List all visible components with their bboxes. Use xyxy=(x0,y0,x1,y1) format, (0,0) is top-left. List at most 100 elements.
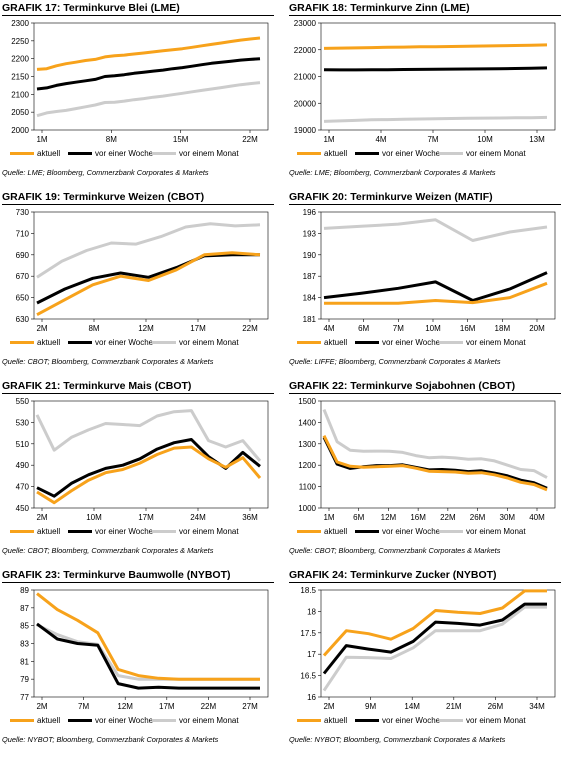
legend-swatch xyxy=(297,341,321,344)
y-tick-label: 470 xyxy=(16,483,30,492)
legend-swatch xyxy=(355,530,379,533)
y-tick-label: 196 xyxy=(303,208,317,217)
chart-panel-18: GRAFIK 18: Terminkurve Zinn (LME) 19000 20… xyxy=(289,2,561,192)
legend-swatch xyxy=(297,719,321,722)
plot-area: 16 16.5 17 17.5 18 18.5 2M 9M 14M 21M 26M 34M xyxy=(300,586,556,711)
legend-item-actual: aktuell xyxy=(297,716,347,725)
x-tick-label: 6M xyxy=(358,324,369,333)
legend: aktuell vor einer Woche vor einem Monat xyxy=(2,527,274,541)
plot-area: 19000 20000 21000 22000 23000 1M 4M 7M 10M 13M xyxy=(294,19,556,144)
legend-swatch xyxy=(68,152,92,155)
x-tick-label: 2M xyxy=(323,702,334,711)
legend-item-week: vor einer Woche xyxy=(355,149,440,158)
y-tick-label: 2100 xyxy=(11,90,29,99)
legend-label: vor einer Woche xyxy=(95,338,154,347)
plot-area: 77 79 81 83 85 87 89 2M 7M 12M 17M 22M 27M xyxy=(20,586,269,711)
legend-swatch xyxy=(10,719,34,722)
series-line-week xyxy=(36,622,260,690)
plot-area: 450 470 490 510 530 550 2M 10M 17M 24M 36M xyxy=(16,397,269,522)
legend-label: vor einem Monat xyxy=(466,338,526,347)
legend-item-actual: aktuell xyxy=(10,527,60,536)
legend-swatch xyxy=(355,719,379,722)
x-tick-label: 27M xyxy=(242,702,258,711)
legend-label: vor einem Monat xyxy=(179,338,239,347)
x-tick-label: 1M xyxy=(323,135,334,144)
legend-label: aktuell xyxy=(37,149,61,158)
x-tick-label: 9M xyxy=(365,702,376,711)
legend-swatch xyxy=(10,530,34,533)
legend-swatch xyxy=(355,152,379,155)
x-tick-label: 7M xyxy=(427,135,438,144)
y-tick-label: 77 xyxy=(20,693,29,702)
legend-swatch xyxy=(68,719,92,722)
chart-panel-19: GRAFIK 19: Terminkurve Weizen (CBOT) 630 6… xyxy=(2,191,274,381)
chart-source: Quelle: CBOT; Bloomberg, Commerzbank Cor… xyxy=(2,546,214,555)
chart-title: GRAFIK 19: Terminkurve Weizen (CBOT) xyxy=(2,191,204,203)
title-rule xyxy=(2,15,274,16)
title-rule xyxy=(2,204,274,205)
legend-swatch xyxy=(152,341,176,344)
y-tick-label: 16 xyxy=(307,693,316,702)
x-tick-label: 1M xyxy=(36,135,47,144)
chart-title: GRAFIK 24: Terminkurve Zucker (NYBOT) xyxy=(289,569,497,581)
chart-panel-23: GRAFIK 23: Terminkurve Baumwolle (NYBOT)… xyxy=(2,569,274,759)
legend-label: vor einer Woche xyxy=(382,338,441,347)
chart-title-text: Terminkurve Blei (LME) xyxy=(60,2,180,14)
title-rule xyxy=(2,582,274,583)
series-line-month xyxy=(36,623,260,681)
plot-frame xyxy=(33,589,269,698)
y-tick-label: 83 xyxy=(20,640,29,649)
series-line-actual xyxy=(323,43,548,50)
legend-item-week: vor einer Woche xyxy=(68,716,153,725)
title-rule xyxy=(289,15,561,16)
x-tick-label: 8M xyxy=(106,135,117,144)
legend-item-week: vor einer Woche xyxy=(355,338,440,347)
y-tick-label: 1000 xyxy=(298,504,316,513)
y-tick-label: 2200 xyxy=(11,55,29,64)
series-line-actual xyxy=(324,281,548,305)
plot-frame xyxy=(320,589,556,698)
legend-label: aktuell xyxy=(37,527,61,536)
series-line-month xyxy=(35,409,262,462)
y-tick-label: 85 xyxy=(20,622,29,631)
legend: aktuell vor einer Woche vor einem Monat xyxy=(289,527,561,541)
legend-item-week: vor einer Woche xyxy=(68,338,153,347)
chart-source: Quelle: CBOT; Bloomberg, Commerzbank Cor… xyxy=(289,546,501,555)
plot-area: 630 650 670 690 710 730 2M 8M 12M 17M 22M xyxy=(16,208,269,333)
x-tick-label: 21M xyxy=(446,702,462,711)
chart-title-prefix: GRAFIK 20: xyxy=(289,191,348,203)
x-tick-label: 6M xyxy=(353,513,364,522)
y-tick-label: 81 xyxy=(20,657,29,666)
y-tick-label: 17 xyxy=(307,650,316,659)
x-tick-label: 30M xyxy=(500,513,516,522)
chart-title-prefix: GRAFIK 22: xyxy=(289,380,348,392)
chart-title-text: Terminkurve Zinn (LME) xyxy=(347,2,470,14)
legend-swatch xyxy=(10,152,34,155)
chart-title-prefix: GRAFIK 21: xyxy=(2,380,61,392)
legend-item-week: vor einer Woche xyxy=(68,149,153,158)
legend-item-month: vor einem Monat xyxy=(152,149,239,158)
y-tick-label: 181 xyxy=(303,315,317,324)
chart-source: Quelle: NYBOT; Bloomberg, Commerzbank Co… xyxy=(2,735,219,744)
y-tick-label: 690 xyxy=(16,251,30,260)
legend-item-week: vor einer Woche xyxy=(355,527,440,536)
y-tick-label: 187 xyxy=(303,272,317,281)
legend-label: vor einer Woche xyxy=(382,716,441,725)
legend-item-actual: aktuell xyxy=(10,716,60,725)
chart-title-text: Terminkurve Mais (CBOT) xyxy=(60,380,192,392)
x-tick-label: 4M xyxy=(323,324,334,333)
series-line-actual xyxy=(36,251,261,317)
x-tick-label: 22M xyxy=(242,324,258,333)
y-tick-label: 2050 xyxy=(11,108,29,117)
title-rule xyxy=(289,582,561,583)
chart-panel-21: GRAFIK 21: Terminkurve Mais (CBOT) 450 470… xyxy=(2,380,274,570)
x-tick-label: 40M xyxy=(529,513,545,522)
x-tick-label: 16M xyxy=(410,513,426,522)
y-tick-label: 18 xyxy=(307,607,316,616)
plot-frame xyxy=(33,211,269,320)
chart-source: Quelle: LIFFE; Bloomberg, Commerzbank Co… xyxy=(289,357,501,366)
y-tick-label: 2250 xyxy=(11,37,29,46)
legend: aktuell vor einer Woche vor einem Monat xyxy=(2,716,274,730)
x-tick-label: 20M xyxy=(529,324,545,333)
x-tick-label: 2M xyxy=(36,324,47,333)
